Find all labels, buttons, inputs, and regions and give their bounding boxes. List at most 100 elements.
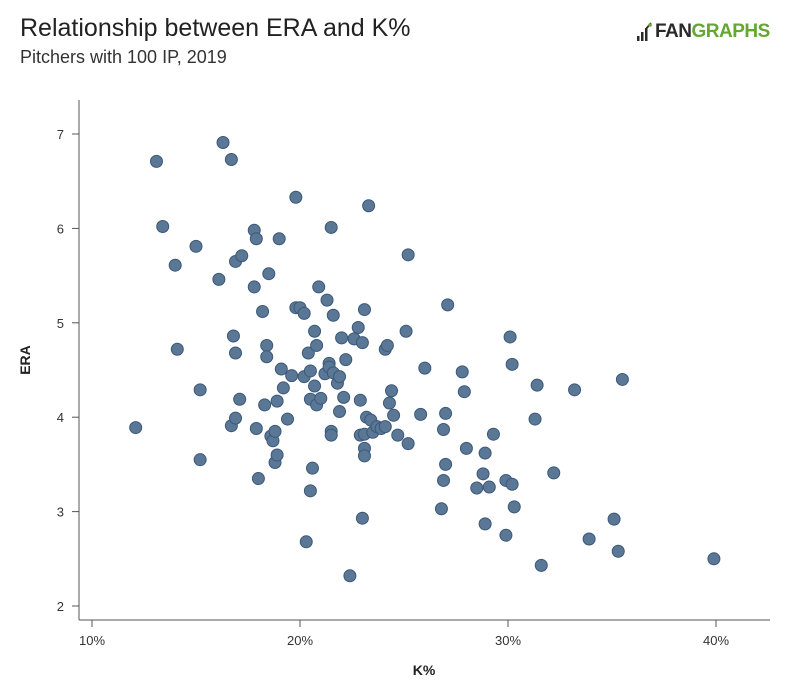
data-point [439,406,453,420]
data-point [305,461,319,475]
data-point [528,412,542,426]
data-point [320,293,334,307]
data-point [387,408,401,422]
chart-title: Relationship between ERA and K% [20,14,411,42]
data-point [357,449,371,463]
data-point [276,381,290,395]
data-point [285,369,299,383]
data-point [156,220,170,234]
data-point [224,152,238,166]
data-point [326,308,340,322]
data-point [308,379,322,393]
data-point [707,552,721,566]
data-point [324,220,338,234]
data-point [216,135,230,149]
data-point [437,473,451,487]
data-point [324,428,338,442]
data-point [270,394,284,408]
data-point [503,330,517,344]
data-point [149,154,163,168]
logo-fan-text: FAN [655,21,692,42]
data-point [455,365,469,379]
data-point [499,528,513,542]
data-point [193,383,207,397]
data-point [229,411,243,425]
data-point [274,362,288,376]
data-point [414,407,428,421]
data-point [355,511,369,525]
data-point [335,331,349,345]
data-point [385,384,399,398]
data-point [568,383,582,397]
data-point [249,232,263,246]
data-point [193,453,207,467]
data-point [314,391,328,405]
data-point [459,441,473,455]
data-point [297,306,311,320]
data-point [310,338,324,352]
data-point [129,421,143,435]
data-point [249,422,263,436]
data-point [470,481,484,495]
x-axis-ticks: 10% 20% 30% 40% [79,620,729,648]
data-point [170,342,184,356]
data-point [441,298,455,312]
data-point [482,480,496,494]
data-point [439,457,453,471]
data-point [486,427,500,441]
data-point [256,304,270,318]
data-point [615,372,629,386]
fangraphs-logo[interactable]: FANGRAPHS [636,20,770,44]
data-point [478,446,492,460]
data-point [380,338,394,352]
x-axis-label: K% [413,662,436,678]
data-point [355,336,369,350]
y-tick-label: 3 [57,505,64,520]
data-point [268,424,282,438]
data-point [391,428,405,442]
data-point [437,422,451,436]
y-tick-label: 7 [57,127,64,142]
data-point [226,329,240,343]
y-tick-label: 5 [57,316,64,331]
y-tick-label: 2 [57,599,64,614]
data-point [303,364,317,378]
data-point [343,569,357,583]
y-tick-label: 4 [57,410,64,425]
data-point [299,535,313,549]
data-point [534,558,548,572]
data-point [401,437,415,451]
y-axis-ticks: 2 3 4 5 6 7 [57,127,79,614]
data-point [362,199,376,213]
data-point [401,248,415,262]
y-tick-label: 6 [57,221,64,236]
data-point [251,472,265,486]
data-point [189,239,203,253]
data-point [457,385,471,399]
x-tick-label: 10% [79,633,105,648]
data-point [247,280,261,294]
data-point [270,448,284,462]
data-points [129,135,721,583]
data-point [434,502,448,516]
data-point [357,303,371,317]
data-point [308,324,322,338]
data-point [505,357,519,371]
data-point [582,532,596,546]
logo-wordmark: FANGRAPHS [655,21,770,43]
data-point [399,324,413,338]
data-point [301,346,315,360]
data-point [418,361,432,375]
data-point [333,405,347,419]
logo-graphs-text: GRAPHS [691,21,771,42]
data-point [507,500,521,514]
data-point [607,512,621,526]
data-point [212,272,226,286]
data-point [339,353,353,367]
data-point [272,232,286,246]
data-point [478,517,492,531]
data-point [233,392,247,406]
data-point [547,466,561,480]
data-point [303,484,317,498]
